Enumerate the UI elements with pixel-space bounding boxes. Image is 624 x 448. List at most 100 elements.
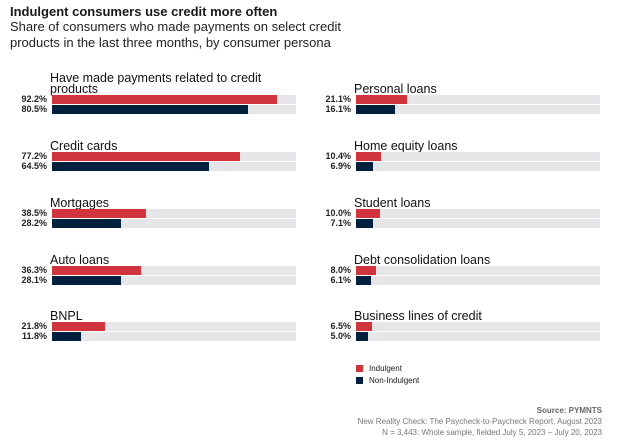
category-label: Business lines of credit: [354, 309, 482, 323]
bar-row-non-indulgent: 80.5%: [0, 105, 300, 114]
bar-row-indulgent: 77.2%: [0, 152, 300, 161]
bar-non-indulgent: [52, 162, 210, 171]
bar-track: [52, 105, 296, 114]
bar-row-non-indulgent: 28.1%: [0, 276, 300, 285]
bar-group: Student loans 10.0% 7.1%: [304, 197, 604, 239]
bar-row-indulgent: 21.8%: [0, 322, 300, 331]
bar-indulgent: [52, 266, 141, 275]
value-label: 16.1%: [325, 104, 351, 114]
bar-row-indulgent: 10.4%: [304, 152, 604, 161]
bar-track: [356, 95, 600, 104]
value-label: 21.1%: [325, 94, 351, 104]
bar-group: Credit cards 77.2% 64.5%: [0, 140, 300, 182]
source-report: New Reality Check: The Paycheck-to-Paych…: [357, 417, 602, 426]
bar-track: [356, 276, 600, 285]
value-label: 5.0%: [330, 331, 351, 341]
bar-non-indulgent: [356, 332, 369, 341]
bar-track: [52, 332, 296, 341]
bar-group: Auto loans 36.3% 28.1%: [0, 254, 300, 296]
bar-group: Debt consolidation loans 8.0% 6.1%: [304, 254, 604, 296]
bar-group: Have made payments related to credit pro…: [0, 72, 300, 125]
category-label: BNPL: [50, 309, 83, 323]
bar-track: [52, 152, 296, 161]
bar-non-indulgent: [52, 332, 81, 341]
bar-non-indulgent: [356, 162, 373, 171]
bar-group: Business lines of credit 6.5% 5.0%: [304, 310, 604, 352]
bar-indulgent: [356, 209, 381, 218]
value-label: 10.0%: [325, 208, 351, 218]
value-label: 28.1%: [21, 275, 47, 285]
chart-title: Indulgent consumers use credit more ofte…: [10, 4, 278, 19]
value-label: 6.5%: [330, 321, 351, 331]
bar-row-indulgent: 38.5%: [0, 209, 300, 218]
bar-row-indulgent: 8.0%: [304, 266, 604, 275]
legend-item-indulgent: Indulgent: [356, 362, 419, 374]
bar-track: [52, 266, 296, 275]
bar-non-indulgent: [356, 276, 371, 285]
value-label: 64.5%: [21, 161, 47, 171]
bar-track: [52, 162, 296, 171]
legend-swatch-indulgent: [356, 364, 363, 372]
value-label: 6.1%: [330, 275, 351, 285]
bar-non-indulgent: [52, 219, 121, 228]
value-label: 28.2%: [21, 218, 47, 228]
bar-track: [52, 276, 296, 285]
legend-swatch-non-indulgent: [356, 376, 363, 384]
source-note: Source: PYMNTS New Reality Check: The Pa…: [358, 405, 602, 438]
bar-indulgent: [356, 95, 408, 104]
bar-row-indulgent: 92.2%: [0, 95, 300, 104]
value-label: 6.9%: [330, 161, 351, 171]
category-label: Auto loans: [50, 253, 110, 267]
bar-row-non-indulgent: 16.1%: [304, 105, 604, 114]
category-label: Mortgages: [50, 196, 110, 210]
bar-track: [356, 162, 600, 171]
bar-track: [356, 266, 600, 275]
source-label: Source: PYMNTS: [536, 406, 602, 415]
category-label: Debt consolidation loans: [354, 253, 491, 267]
bar-track: [356, 105, 600, 114]
bar-indulgent: [52, 322, 106, 331]
value-label: 8.0%: [330, 265, 351, 275]
bar-track: [52, 95, 296, 104]
value-label: 7.1%: [330, 218, 351, 228]
chart-subtitle: Share of consumers who made payments on …: [10, 19, 341, 50]
bar-track: [356, 152, 600, 161]
bar-row-non-indulgent: 5.0%: [304, 332, 604, 341]
value-label: 92.2%: [21, 94, 47, 104]
bar-indulgent: [52, 209, 146, 218]
legend-label: Non-Indulgent: [369, 375, 420, 385]
source-sample: N = 3,443: Whole sample, fielded July 5,…: [382, 428, 602, 437]
bar-non-indulgent: [356, 105, 396, 114]
bar-group: BNPL 21.8% 11.8%: [0, 310, 300, 352]
bar-group: Personal loans 21.1% 16.1%: [304, 83, 604, 125]
bar-track: [356, 209, 600, 218]
value-label: 10.4%: [325, 151, 351, 161]
bar-track: [52, 322, 296, 331]
category-label: Home equity loans: [354, 139, 458, 153]
bar-indulgent: [356, 322, 372, 331]
category-label: Credit cards: [50, 139, 118, 153]
bar-track: [356, 332, 600, 341]
bar-row-non-indulgent: 11.8%: [0, 332, 300, 341]
bar-track: [356, 322, 600, 331]
bar-track: [52, 219, 296, 228]
value-label: 38.5%: [21, 208, 47, 218]
value-label: 21.8%: [21, 321, 47, 331]
bar-indulgent: [52, 152, 241, 161]
value-label: 36.3%: [21, 265, 47, 275]
bar-row-non-indulgent: 6.9%: [304, 162, 604, 171]
bar-track: [52, 209, 296, 218]
bar-row-non-indulgent: 28.2%: [0, 219, 300, 228]
value-label: 11.8%: [21, 331, 47, 341]
bar-row-indulgent: 6.5%: [304, 322, 604, 331]
bar-row-indulgent: 10.0%: [304, 209, 604, 218]
bar-non-indulgent: [52, 276, 121, 285]
bar-row-non-indulgent: 6.1%: [304, 276, 604, 285]
legend-item-non-indulgent: Non-Indulgent: [356, 374, 419, 386]
bar-row-non-indulgent: 64.5%: [0, 162, 300, 171]
legend-label: Indulgent: [369, 363, 402, 373]
bar-group: Mortgages 38.5% 28.2%: [0, 197, 300, 239]
bar-non-indulgent: [356, 219, 374, 228]
bar-row-non-indulgent: 7.1%: [304, 219, 604, 228]
bar-indulgent: [356, 152, 382, 161]
